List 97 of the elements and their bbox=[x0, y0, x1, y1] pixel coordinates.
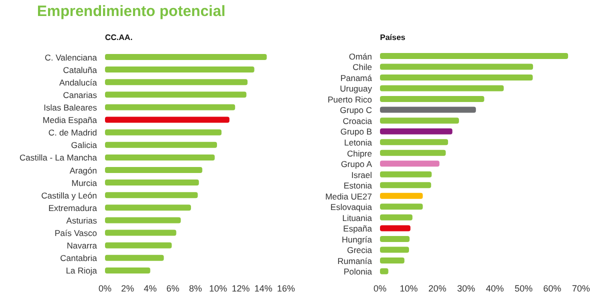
y-tick-label: Navarra bbox=[66, 240, 98, 251]
y-tick-label: País Vasco bbox=[54, 228, 98, 238]
bar bbox=[105, 167, 202, 173]
y-tick-label: Grupo B bbox=[340, 126, 372, 137]
bar bbox=[380, 182, 432, 188]
bar bbox=[105, 66, 254, 73]
y-tick-label: Grupo A bbox=[340, 159, 372, 170]
bar bbox=[380, 150, 446, 156]
y-tick-label: España bbox=[343, 224, 372, 234]
x-tick-label: 8% bbox=[188, 283, 202, 294]
y-tick-label: Extremadura bbox=[48, 202, 98, 213]
x-tick-label: 0% bbox=[98, 283, 112, 294]
y-tick-label: Lituania bbox=[342, 212, 372, 223]
chart-title: Emprendimiento potencial bbox=[37, 3, 226, 20]
bar bbox=[105, 79, 248, 86]
bar bbox=[380, 257, 404, 264]
y-tick-label: Andalucía bbox=[59, 77, 98, 88]
y-tick-label: C. Valenciana bbox=[44, 52, 98, 62]
bar bbox=[105, 230, 176, 236]
x-tick-label: 14% bbox=[254, 283, 272, 294]
y-tick-label: Polonia bbox=[344, 266, 372, 277]
bar bbox=[105, 142, 217, 148]
bar bbox=[105, 54, 267, 60]
bar bbox=[380, 160, 440, 167]
y-tick-label: Israel bbox=[351, 170, 372, 180]
bar bbox=[105, 180, 199, 186]
x-tick-label: 50% bbox=[514, 283, 533, 294]
y-tick-label: Aragón bbox=[70, 165, 98, 176]
x-tick-label: 40% bbox=[486, 283, 504, 294]
x-tick-label: 0% bbox=[373, 283, 387, 294]
bar bbox=[380, 128, 452, 134]
y-tick-label: Omán bbox=[348, 51, 372, 62]
y-tick-label: Uruguay bbox=[340, 84, 373, 94]
bar bbox=[380, 118, 459, 124]
bar bbox=[380, 214, 412, 220]
bar bbox=[105, 242, 172, 248]
x-tick-label: 4% bbox=[144, 283, 157, 294]
bar bbox=[105, 192, 198, 198]
y-tick-label: Rumanía bbox=[338, 256, 372, 266]
y-tick-label: Eslovaquia bbox=[330, 202, 372, 212]
bar bbox=[380, 74, 533, 81]
x-tick-label: 2% bbox=[121, 283, 134, 294]
x-tick-label: 20% bbox=[428, 283, 446, 294]
bar bbox=[105, 116, 230, 123]
bar bbox=[105, 217, 181, 224]
y-tick-label: Galicia bbox=[71, 140, 98, 150]
bar bbox=[380, 85, 504, 92]
bar bbox=[105, 104, 236, 110]
bar bbox=[380, 204, 423, 210]
y-tick-label: Castilla y León bbox=[41, 190, 98, 200]
bar bbox=[105, 267, 150, 274]
y-tick-label: Croacia bbox=[342, 116, 372, 126]
bar bbox=[380, 64, 534, 70]
y-tick-label: Canarias bbox=[62, 90, 97, 100]
bar bbox=[380, 53, 568, 59]
x-tick-label: 10% bbox=[400, 283, 418, 294]
y-tick-label: Chile bbox=[352, 62, 372, 72]
bar bbox=[380, 246, 409, 253]
bar bbox=[380, 225, 410, 232]
y-tick-label: Media UE27 bbox=[325, 191, 372, 202]
y-tick-label: Grupo C bbox=[340, 105, 372, 116]
y-tick-label: Chipre bbox=[346, 148, 372, 158]
y-tick-label: Estonia bbox=[344, 180, 372, 191]
y-tick-label: Cantabria bbox=[60, 253, 98, 264]
bar bbox=[380, 139, 448, 146]
x-tick-label: 16% bbox=[276, 283, 296, 294]
y-tick-label: Asturias bbox=[66, 216, 97, 226]
bar bbox=[380, 171, 432, 178]
x-tick-label: 70% bbox=[572, 283, 590, 294]
x-tick-label: 10% bbox=[209, 283, 228, 294]
bar bbox=[380, 236, 410, 242]
bar bbox=[105, 129, 222, 136]
y-tick-label: La Rioja bbox=[66, 266, 98, 276]
bar bbox=[105, 204, 191, 211]
bar bbox=[105, 154, 215, 160]
chart-subtitle: Países bbox=[380, 33, 406, 42]
y-tick-label: Letonia bbox=[344, 137, 372, 148]
bar bbox=[380, 106, 476, 113]
bar bbox=[105, 92, 246, 98]
y-tick-label: Murcia bbox=[71, 178, 98, 188]
chart-subtitle: CC.AA. bbox=[105, 33, 133, 42]
y-tick-label: C. de Madrid bbox=[48, 128, 98, 138]
y-tick-label: Panamá bbox=[340, 72, 372, 83]
bar bbox=[380, 96, 484, 102]
x-tick-label: 30% bbox=[457, 283, 476, 294]
bar bbox=[380, 192, 423, 199]
y-tick-label: Castilla - La Mancha bbox=[20, 152, 98, 163]
y-tick-label: Grecia bbox=[346, 245, 372, 256]
bar bbox=[105, 254, 164, 261]
x-tick-label: 6% bbox=[166, 283, 180, 294]
y-tick-label: Hungría bbox=[342, 234, 372, 244]
x-tick-label: 12% bbox=[232, 283, 250, 294]
x-tick-label: 60% bbox=[543, 283, 562, 294]
y-tick-label: Cataluña bbox=[62, 64, 98, 75]
y-tick-label: Islas Baleares bbox=[44, 102, 97, 113]
y-tick-label: Puerto Rico bbox=[328, 94, 372, 104]
y-tick-label: Media España bbox=[42, 115, 98, 126]
